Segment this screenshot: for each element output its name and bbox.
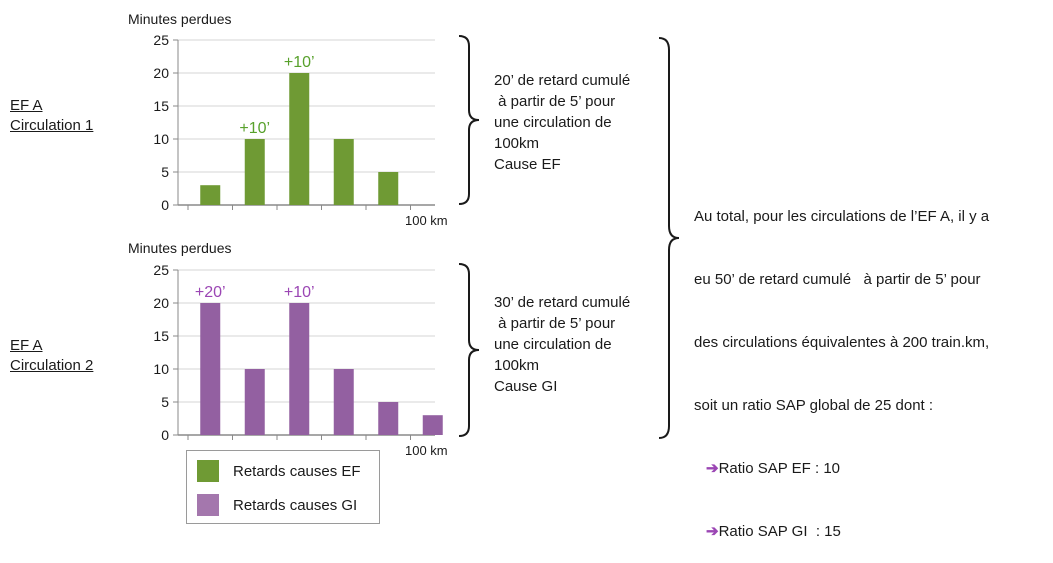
legend: Retards causes EF Retards causes GI: [186, 450, 380, 524]
row-label-circulation-1: EF A Circulation 1: [10, 96, 93, 136]
bar: [422, 415, 443, 435]
arrow-right-icon: ➔: [706, 460, 719, 477]
note-circulation-1: 20’ de retard cumulé à partir de 5’ pour…: [494, 70, 630, 175]
note-line: à partir de 5’ pour: [494, 315, 616, 332]
note-line: Cause GI: [494, 378, 558, 395]
legend-label-ef: Retards causes EF: [233, 462, 361, 480]
bar: [378, 402, 399, 435]
y-tick-label: 25: [153, 262, 169, 278]
bar: [244, 369, 265, 435]
summary-line: des circulations équivalentes à 200 trai…: [694, 334, 990, 351]
bar: [333, 139, 354, 205]
y-tick-label: 10: [153, 131, 169, 147]
note-line: une circulation de: [494, 114, 612, 131]
row-label-circulation-2: EF A Circulation 2: [10, 336, 93, 376]
arrow-right-icon: ➔: [706, 523, 719, 540]
bar: [333, 369, 354, 435]
brace-2: [458, 263, 480, 437]
note-line: à partir de 5’ pour: [494, 93, 616, 110]
note-line: 20’ de retard cumulé: [494, 72, 631, 89]
summary-line: soit un ratio SAP global de 25 dont :: [694, 397, 934, 414]
row-label-line1: EF A: [10, 337, 43, 354]
summary-line: Au total, pour les circulations de l’EF …: [694, 208, 990, 225]
ratio-gi: ➔Ratio SAP GI : 15: [706, 521, 989, 542]
legend-label-gi: Retards causes GI: [233, 496, 358, 514]
bar: [289, 73, 310, 205]
bar: [200, 303, 221, 435]
x-axis-label: 100 km: [405, 443, 448, 458]
y-tick-label: 0: [161, 427, 169, 443]
y-tick-label: 15: [153, 98, 169, 114]
row-label-line2: Circulation 1: [10, 117, 94, 134]
brace-1: [458, 35, 480, 205]
chart-2-gi: 0 5 10 15 20 25 +20’ +10’ 100 km: [153, 262, 448, 458]
note-line: Cause EF: [494, 156, 561, 173]
note-line: 100km: [494, 357, 540, 374]
note-line: 30’ de retard cumulé: [494, 294, 631, 311]
bar: [378, 172, 399, 205]
ratio-gi-text: Ratio SAP GI : 15: [718, 523, 841, 540]
y-tick-label: 20: [153, 295, 169, 311]
bar: [244, 139, 265, 205]
y-tick-label: 10: [153, 361, 169, 377]
chart-2-ylabel: Minutes perdues: [128, 240, 232, 256]
legend-swatch-gi: [197, 494, 219, 516]
legend-swatch-ef: [197, 460, 219, 482]
y-tick-label: 15: [153, 328, 169, 344]
bar: [289, 303, 310, 435]
y-tick-label: 0: [161, 197, 169, 213]
note-circulation-2: 30’ de retard cumulé à partir de 5’ pour…: [494, 292, 630, 397]
row-label-line2: Circulation 2: [10, 357, 94, 374]
summary-line: eu 50’ de retard cumulé à partir de 5’ p…: [694, 271, 981, 288]
y-tick-label: 20: [153, 65, 169, 81]
legend-item-ef: Retards causes EF: [197, 459, 361, 483]
bar-annotation: +20’: [195, 284, 226, 301]
row-label-line1: EF A: [10, 97, 43, 114]
ratio-ef: ➔Ratio SAP EF : 10: [706, 458, 989, 479]
y-tick-label: 25: [153, 32, 169, 48]
legend-item-gi: Retards causes GI: [197, 493, 357, 517]
chart-1-ylabel: Minutes perdues: [128, 11, 232, 27]
brace-summary: [658, 37, 680, 439]
bar: [200, 185, 221, 205]
bar-annotation: +10’: [239, 120, 270, 137]
ratio-ef-text: Ratio SAP EF : 10: [718, 460, 841, 477]
note-line: une circulation de: [494, 336, 612, 353]
chart-1-ef: 0 5 10 15 20 25 +10’ +10’ 100 km: [153, 32, 448, 228]
y-tick-label: 5: [161, 394, 169, 410]
summary: Au total, pour les circulations de l’EF …: [694, 164, 989, 563]
bar-annotation: +10’: [284, 54, 315, 71]
x-axis-label: 100 km: [405, 213, 448, 228]
bar-annotation: +10’: [284, 284, 315, 301]
note-line: 100km: [494, 135, 540, 152]
y-tick-label: 5: [161, 164, 169, 180]
